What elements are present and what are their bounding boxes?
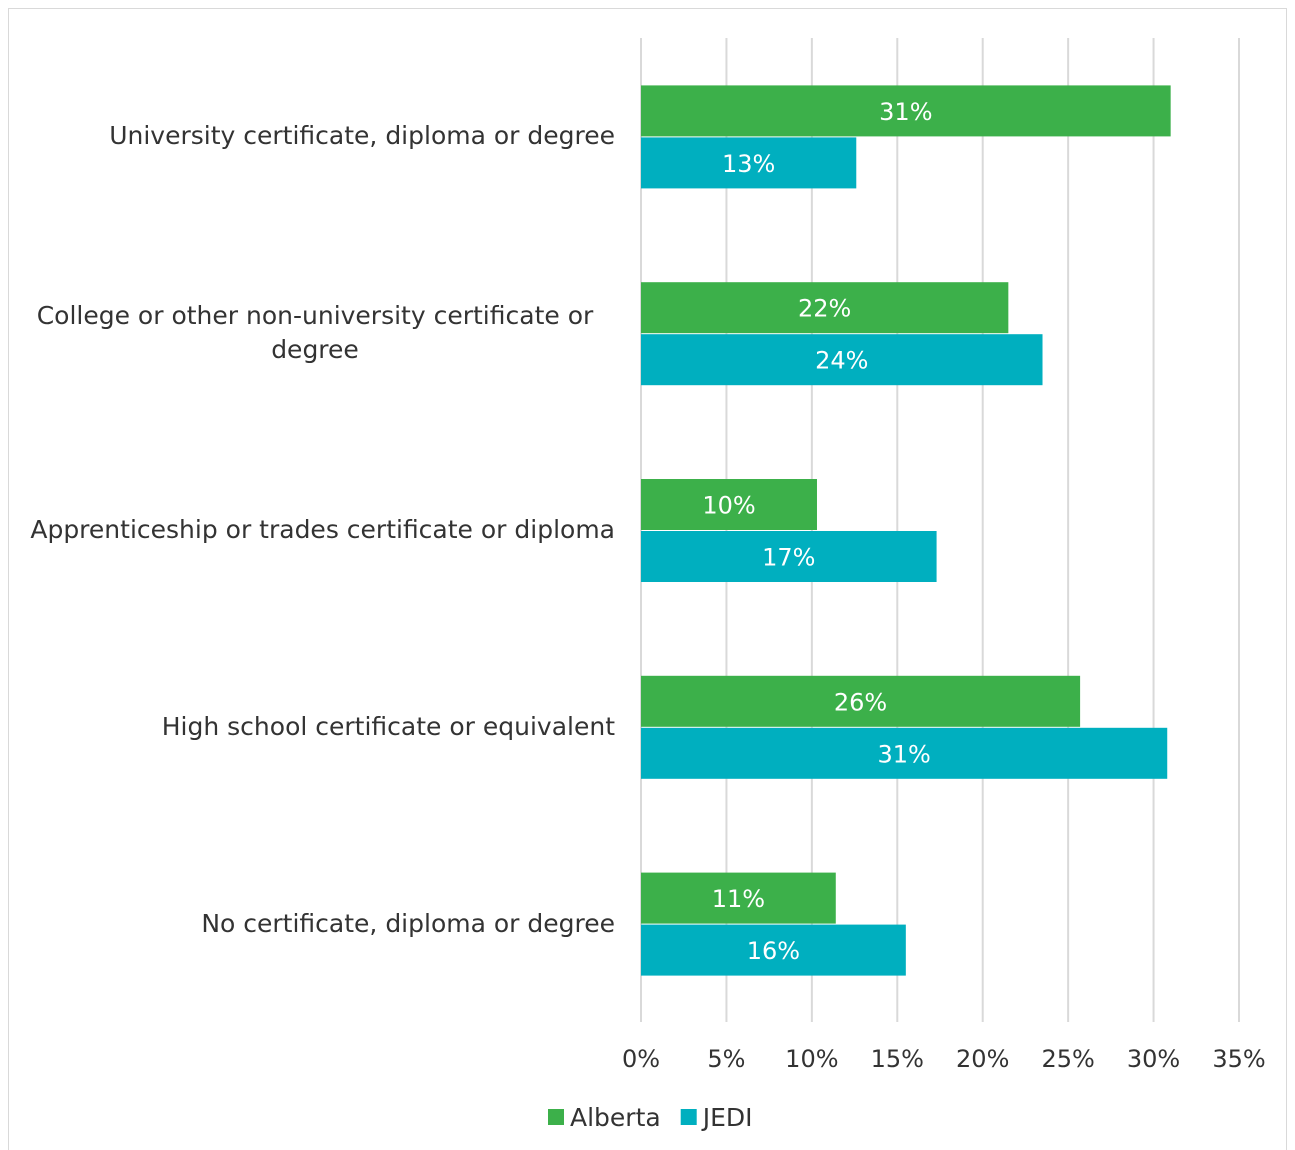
bar xyxy=(641,334,1043,386)
bar xyxy=(641,531,937,582)
bar xyxy=(641,137,857,189)
category-label: No certificate, diploma or degree xyxy=(201,908,615,938)
data-label: 22% xyxy=(798,295,851,323)
bar xyxy=(641,727,1168,779)
x-tick-label: 15% xyxy=(871,1045,924,1073)
data-label: 31% xyxy=(877,740,930,768)
category-label-box: Apprenticeship or trades certificate or … xyxy=(15,490,615,570)
bar xyxy=(641,675,1081,727)
x-tick-label: 20% xyxy=(956,1045,1009,1073)
legend-swatch xyxy=(548,1109,564,1125)
x-tick-label: 5% xyxy=(707,1045,745,1073)
data-label: 17% xyxy=(762,544,815,572)
legend-swatch xyxy=(680,1109,697,1125)
category-label-box: No certificate, diploma or degree xyxy=(15,884,615,964)
data-label: 16% xyxy=(747,937,800,965)
category-label-box: University certificate, diploma or degre… xyxy=(15,96,615,176)
category-label-box: High school certificate or equivalent xyxy=(15,687,615,767)
bar xyxy=(641,479,817,530)
data-label: 31% xyxy=(879,98,932,126)
legend-label: Alberta xyxy=(570,1103,661,1132)
data-label: 11% xyxy=(712,885,765,913)
bar xyxy=(641,924,906,976)
data-label: 10% xyxy=(702,492,755,520)
bar xyxy=(641,282,1009,334)
category-label-box: College or other non-university certific… xyxy=(15,293,615,373)
x-tick-label: 35% xyxy=(1212,1045,1265,1073)
x-tick-label: 25% xyxy=(1041,1045,1094,1073)
chart-frame xyxy=(8,8,1287,1150)
bar xyxy=(641,872,836,924)
x-tick-label: 30% xyxy=(1127,1045,1180,1073)
category-label: High school certificate or equivalent xyxy=(161,711,615,741)
legend-label: JEDI xyxy=(701,1103,753,1132)
category-label: University certificate, diploma or degre… xyxy=(109,121,615,151)
category-label: College or other non-university certific… xyxy=(36,301,594,365)
x-tick-label: 0% xyxy=(622,1045,660,1073)
data-label: 13% xyxy=(722,150,775,178)
data-label: 26% xyxy=(834,688,887,716)
x-tick-label: 10% xyxy=(785,1045,838,1073)
data-label: 24% xyxy=(815,347,868,375)
bar xyxy=(641,85,1171,137)
category-label: Apprenticeship or trades certificate or … xyxy=(30,515,615,544)
